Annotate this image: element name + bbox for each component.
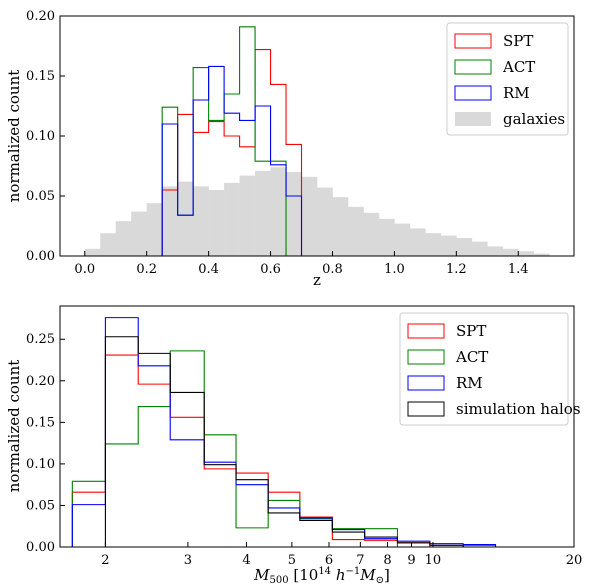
legend-label-rm: RM [503, 84, 530, 102]
galaxies-bar [255, 170, 271, 256]
y-tick-label: 0.15 [26, 415, 55, 430]
galaxies-bar [146, 203, 163, 256]
legend-label-act: ACT [502, 58, 535, 76]
series-simulation-halos [72, 336, 496, 548]
galaxies-bar [193, 186, 209, 256]
x-tick-label: 1.0 [384, 262, 405, 277]
top-y-axis: 0.00 0.05 0.10 0.15 0.20 [26, 9, 65, 264]
legend-swatch-act [454, 59, 492, 75]
bottom-plot-frame [59, 305, 575, 548]
legend-box [399, 312, 569, 426]
galaxies-bar [100, 233, 117, 256]
legend-swatch-galaxies [455, 112, 491, 126]
galaxies-bar [440, 235, 457, 256]
top-legend: SPT ACT RM galaxies [446, 22, 569, 136]
top-x-axis-label: z [313, 271, 321, 289]
legend-label-act: ACT [455, 348, 488, 366]
galaxies-bar [502, 248, 519, 256]
galaxies-bar [162, 186, 178, 256]
galaxies-bar [456, 238, 473, 256]
x-tick-label: 4 [242, 553, 250, 568]
bottom-chart-series [71, 317, 497, 548]
galaxies-bar [347, 206, 364, 256]
y-tick-label: 0.10 [26, 129, 55, 144]
legend-swatch-spt [407, 323, 445, 339]
x-tick-label: 0.4 [198, 262, 219, 277]
x-tick-label: 1.2 [446, 262, 467, 277]
bottom-x-axis-label: M500 [1014 h−1M⊙] [253, 566, 390, 586]
galaxies-bar [270, 167, 287, 256]
galaxies-bar [239, 175, 256, 256]
x-tick-label: 6 [325, 553, 333, 568]
bottom-y-axis-label: normalized count [5, 360, 23, 493]
legend-label-galaxies: galaxies [503, 110, 565, 128]
x-tick-label: 1.4 [508, 262, 529, 277]
x-tick-label: 0.8 [322, 262, 343, 277]
y-tick-label: 0.00 [26, 249, 55, 264]
galaxies-histogram [84, 167, 550, 256]
legend-swatch-rm [407, 375, 445, 391]
x-tick-label: 10 [425, 553, 442, 568]
bottom-y-axis: 0.00 0.05 0.10 0.15 0.20 0.25 [26, 332, 65, 555]
x-tick-label: 0.2 [136, 262, 157, 277]
legend-label-spt: SPT [503, 32, 533, 50]
y-tick-label: 0.20 [26, 374, 55, 389]
legend-swatch-simulation-halos [407, 401, 445, 417]
galaxies-bar [224, 182, 240, 256]
top-y-axis-label: normalized count [5, 70, 23, 203]
galaxies-bar [177, 181, 194, 256]
galaxies-bar [301, 176, 318, 256]
y-tick-label: 0.10 [26, 457, 55, 472]
series-act [71, 350, 496, 548]
top-x-axis: 0.0 0.2 0.4 0.6 0.8 1.0 1.2 1.4 [74, 251, 529, 277]
y-tick-label: 0.15 [26, 69, 55, 84]
top-chart-series [161, 26, 303, 257]
galaxies-bar [84, 248, 101, 256]
legend-label-rm: RM [456, 374, 483, 392]
galaxies-bar [487, 246, 504, 256]
y-tick-label: 0.05 [26, 189, 55, 204]
bottom-x-axis: 2 3 4 5 6 7 8 9 10 20 [101, 542, 582, 568]
y-tick-label: 0.25 [26, 332, 55, 347]
galaxies-bar [115, 221, 132, 256]
y-tick-label: 0.20 [26, 9, 55, 24]
bottom-chart: 2 3 4 5 6 7 8 9 10 20 0.00 0.05 0.10 0.15 0.20 0.25 M5… [5, 305, 582, 586]
galaxies-bar [394, 223, 411, 256]
legend-swatch-act [407, 349, 445, 365]
y-tick-label: 0.00 [26, 540, 55, 555]
x-tick-label: 2 [101, 553, 109, 568]
galaxies-bar [378, 218, 395, 256]
galaxies-bar [425, 233, 442, 256]
top-chart: 0.0 0.2 0.4 0.6 0.8 1.0 1.2 1.4 0.00 0.05 0.10 0.1… [5, 9, 575, 289]
galaxies-bar [471, 241, 488, 256]
x-tick-label: 5 [288, 553, 296, 568]
y-tick-label: 0.05 [26, 498, 55, 513]
x-tick-label: 20 [566, 553, 583, 568]
galaxies-bar [317, 187, 333, 256]
galaxies-bar [332, 197, 349, 256]
galaxies-bar [533, 253, 550, 256]
legend-swatch-rm [454, 85, 492, 101]
x-tick-label: 3 [184, 553, 192, 568]
x-tick-label: 9 [407, 553, 415, 568]
series-rm [161, 65, 303, 256]
legend-label-simulation-halos: simulation halos [456, 400, 581, 418]
galaxies-bar [208, 190, 225, 256]
x-tick-label: 0.0 [74, 262, 95, 277]
bottom-legend: SPT ACT RM simulation halos [399, 312, 581, 426]
galaxies-bar [409, 228, 426, 256]
x-tick-label: 7 [356, 553, 364, 568]
legend-box [446, 22, 569, 136]
galaxies-bar [131, 211, 147, 256]
galaxies-bar [286, 172, 302, 256]
legend-label-spt: SPT [456, 322, 486, 340]
galaxies-bar [518, 251, 535, 256]
galaxies-bar [363, 212, 380, 256]
x-tick-label: 8 [383, 553, 391, 568]
legend-swatch-spt [454, 33, 492, 49]
x-tick-label: 0.6 [260, 262, 281, 277]
series-spt [161, 49, 303, 256]
